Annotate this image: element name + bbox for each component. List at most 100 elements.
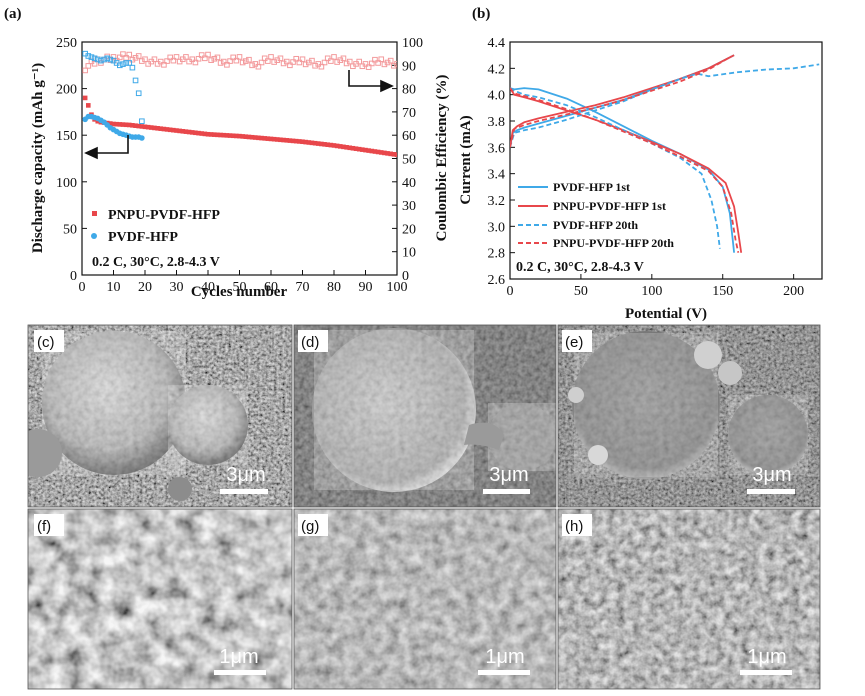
y-axis-title-b: Current (mA) (458, 115, 474, 204)
scale-label-h: 1μm (747, 646, 786, 668)
data-point (309, 57, 315, 64)
y-tick-label: 3.8 (488, 115, 506, 130)
panel-letter-a: (a) (4, 6, 22, 22)
legend-label-pvdf: PVDF-HFP (108, 230, 178, 245)
y2-tick-label: 80 (402, 83, 416, 98)
series-line-discharge (510, 87, 721, 249)
data-point (365, 64, 372, 70)
y-tick-label: 3.6 (488, 141, 506, 156)
data-point (315, 141, 321, 146)
y2-tick-label: 30 (402, 199, 416, 214)
data-point (278, 137, 283, 143)
data-point (117, 122, 123, 127)
y-tick-label: 100 (56, 176, 77, 191)
scale-label-c: 3μm (226, 464, 265, 486)
sem-letter-d: (d) (301, 334, 319, 351)
data-point (167, 127, 173, 133)
y2-tick-label: 0 (402, 269, 409, 284)
data-point (356, 58, 362, 65)
data-point (230, 54, 236, 61)
data-point (303, 139, 308, 145)
data-point (114, 121, 119, 127)
y-tick-label: 200 (56, 83, 77, 98)
data-point (129, 64, 136, 71)
x-axis-title-b: Potential (V) (625, 306, 707, 322)
x-tick-label: 10 (107, 280, 121, 295)
data-lines-b (510, 54, 820, 253)
data-point (362, 61, 369, 67)
y2-tick-label: 70 (402, 106, 416, 121)
data-point (290, 138, 296, 144)
data-point (328, 142, 334, 148)
data-point (375, 149, 381, 155)
data-point (123, 60, 129, 66)
data-point (321, 59, 328, 66)
x-tick-label: 80 (327, 280, 341, 295)
data-point (312, 140, 318, 146)
data-point (356, 146, 362, 152)
data-point (243, 58, 249, 64)
data-point (240, 134, 245, 139)
data-point (344, 145, 349, 150)
potential-current-chart: (b) 0 50 100 150 200 2.6 2.8 3.0 3.2 3.4 3.6 3.8 4.… (458, 6, 823, 322)
data-point (91, 55, 98, 62)
data-point (183, 129, 189, 134)
data-point (142, 124, 148, 130)
data-point (227, 133, 233, 138)
series-line-discharge (510, 87, 735, 253)
sem-letter-e: (e) (565, 334, 583, 351)
y-tick-label: 4.4 (488, 36, 506, 51)
data-point (139, 135, 145, 141)
data-point (236, 54, 243, 60)
scale-label-g: 1μm (485, 646, 524, 668)
y-axis-left-a: 0 50 100 150 200 250 (56, 36, 87, 284)
x-tick-label: 0 (79, 280, 86, 295)
legend-b: PVDF-HFP 1st PNPU-PVDF-HFP 1st PVDF-HFP … (518, 180, 674, 250)
data-point (85, 53, 92, 59)
data-point (262, 136, 267, 141)
data-point (388, 151, 393, 157)
data-point (192, 59, 199, 66)
data-point (227, 58, 233, 64)
scale-bar-f (214, 670, 266, 675)
capacity-cycling-chart: (a) 0 10 20 30 40 50 60 70 80 90 100 0501001502002… (4, 6, 450, 300)
data-point (205, 51, 211, 58)
y-tick-label: 3.2 (488, 194, 506, 209)
data-point (171, 127, 176, 133)
data-point (158, 126, 164, 131)
data-point (82, 95, 88, 101)
legend-label-pvdf-1st: PVDF-HFP 1st (553, 180, 630, 194)
data-point (202, 131, 208, 137)
data-point (195, 55, 202, 62)
sem-letter-g: (g) (301, 518, 319, 535)
y-tick-label: 250 (56, 36, 77, 51)
condition-label-a: 0.2 C, 30°C, 2.8-4.3 V (92, 255, 220, 270)
data-point (293, 55, 299, 62)
data-point (297, 139, 302, 144)
data-point (224, 133, 230, 138)
data-point (318, 63, 325, 70)
y-axis-title-a: Discharge capacity (mAh g⁻¹) (30, 63, 46, 253)
data-point (152, 125, 157, 131)
data-point (287, 62, 293, 69)
data-point (224, 62, 230, 68)
data-point (120, 51, 126, 57)
data-point (101, 56, 107, 63)
data-point (202, 55, 208, 62)
data-point (366, 148, 371, 153)
data-point (309, 140, 315, 146)
legend-marker-pnpu (92, 211, 97, 216)
data-point (275, 137, 280, 142)
condition-label-b: 0.2 C, 30°C, 2.8-4.3 V (516, 260, 644, 275)
data-point (85, 63, 92, 69)
data-point (290, 59, 296, 65)
y-axis-right-a: 0 10 20 30 40 50 60 70 80 90 100 (392, 36, 423, 284)
data-point (346, 58, 353, 65)
y2-tick-label: 60 (402, 129, 416, 144)
data-point (230, 133, 236, 139)
x-tick-label: 150 (712, 284, 733, 299)
data-point (369, 60, 375, 67)
data-point (205, 131, 211, 137)
data-point (360, 147, 365, 152)
data-point (378, 150, 384, 155)
